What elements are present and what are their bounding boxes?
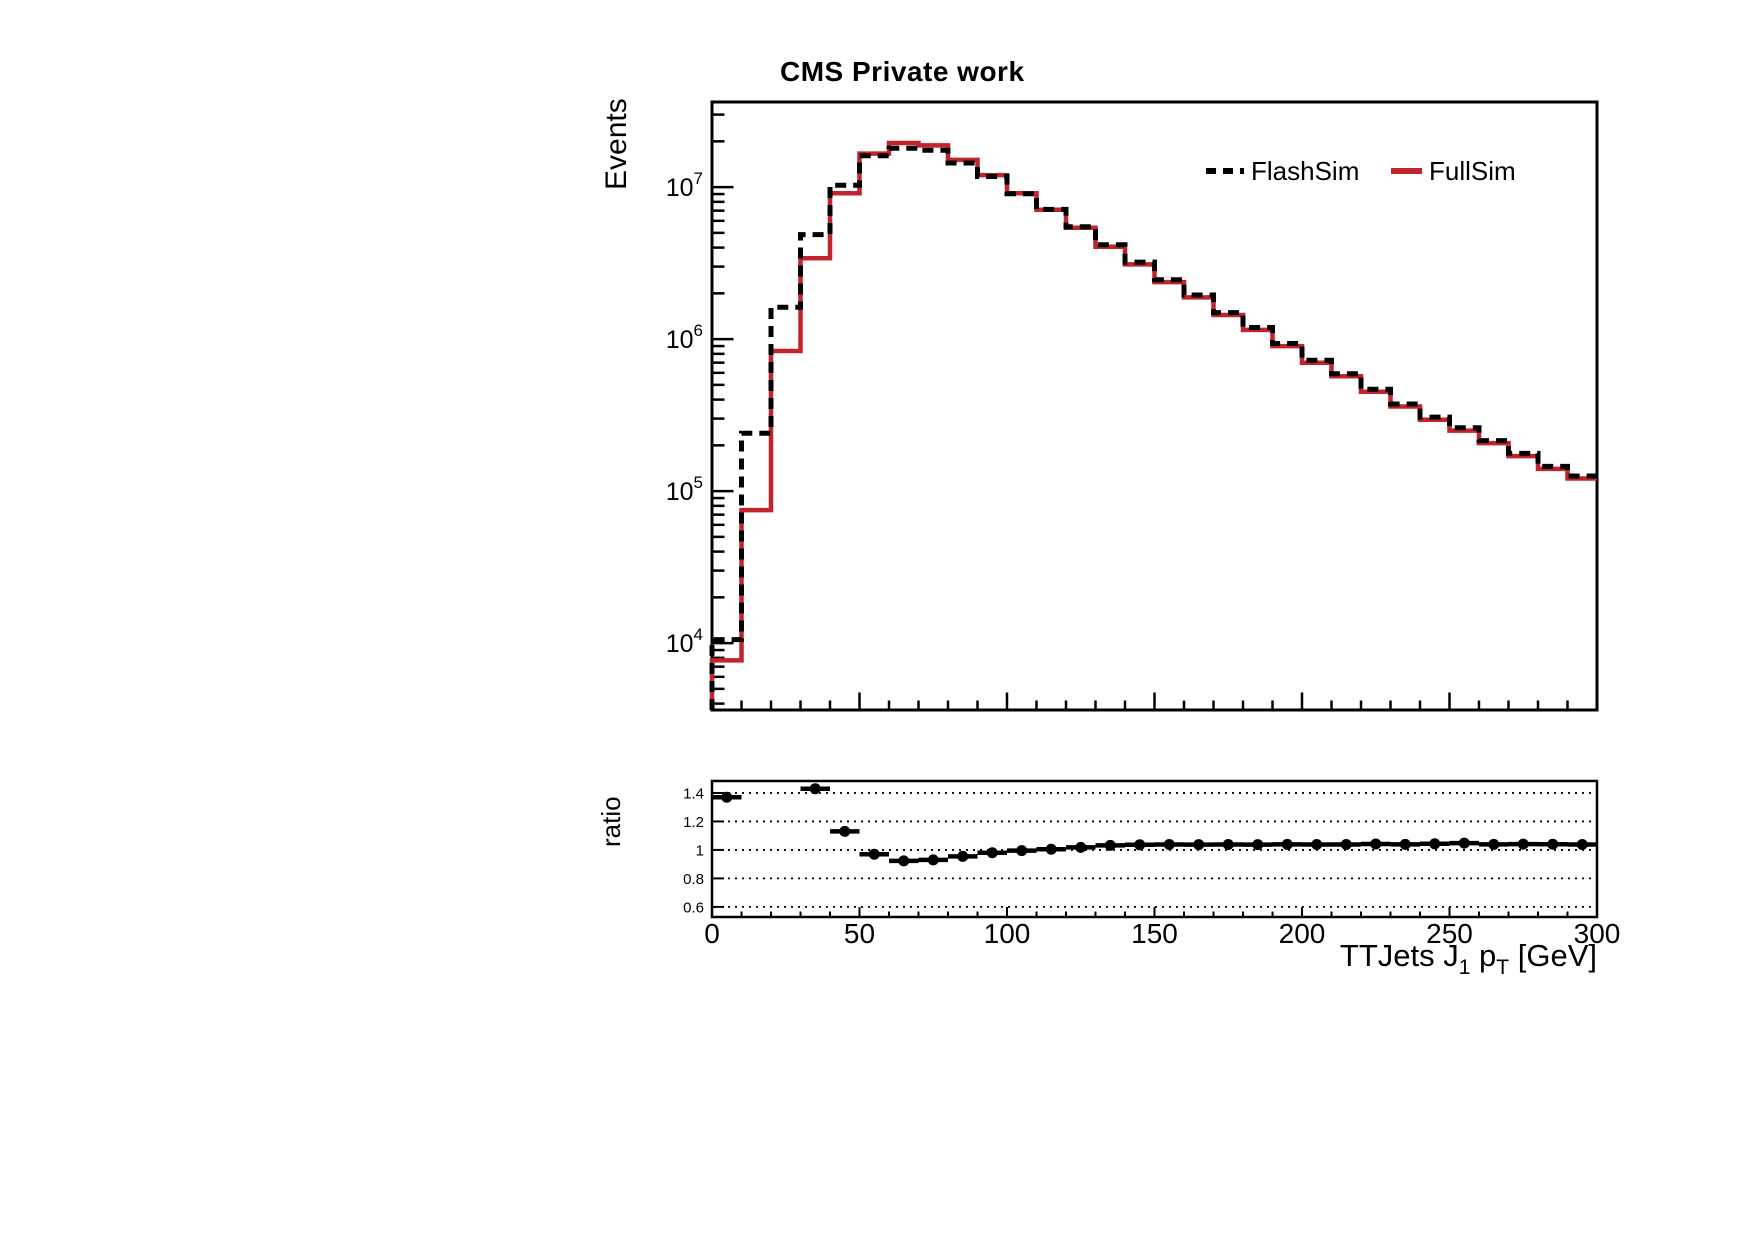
x-tick-labels: 0 50 100 150 200 250 300 <box>704 918 1620 949</box>
x-axis-title: TTJets J1 pT [GeV] <box>1197 938 1597 978</box>
ratio-point <box>1517 838 1529 850</box>
fullsim-solid-line-swatch <box>1391 168 1422 174</box>
ratio-point <box>1576 839 1588 851</box>
x-axis-title-sub2: T <box>1496 956 1510 979</box>
x-tick-label: 250 <box>1426 918 1473 949</box>
ratio-point <box>1399 838 1411 850</box>
ratio-point <box>1311 839 1323 851</box>
x-axis-title-text: TTJets J <box>1339 938 1459 973</box>
y-tick-label: 106 <box>666 321 703 354</box>
ratio-point <box>957 850 969 862</box>
ratio-point <box>1429 838 1441 850</box>
ratio-markers <box>712 783 1597 867</box>
y-tick-label: 105 <box>666 473 703 506</box>
ratio-point <box>1370 838 1382 850</box>
main-x-ticks <box>710 692 1599 709</box>
ratio-point <box>1016 845 1028 857</box>
ratio-point <box>868 848 880 860</box>
legend-item-fullsim: FullSim <box>1391 156 1516 186</box>
ratio-point <box>1134 839 1146 851</box>
ratio-point <box>898 855 910 867</box>
x-tick-label: 150 <box>1131 918 1178 949</box>
ratio-point <box>1193 839 1205 851</box>
ratio-point <box>1222 839 1234 851</box>
plot-title: CMS Private work <box>780 56 1025 87</box>
legend-label-flashsim: FlashSim <box>1251 155 1360 186</box>
ratio-point <box>721 791 733 803</box>
ratio-y-tick-label: 0.6 <box>683 899 704 916</box>
ratio-y-tick-label: 1.4 <box>683 785 704 802</box>
main-y-axis-title: Events <box>600 98 633 190</box>
x-tick-label: 0 <box>704 918 720 949</box>
legend-item-flashsim: FlashSim <box>1206 156 1359 186</box>
x-tick-label: 100 <box>984 918 1031 949</box>
ratio-point <box>1281 838 1293 850</box>
ratio-point <box>1045 843 1057 855</box>
ratio-point <box>1075 841 1087 853</box>
ratio-point <box>1458 837 1470 849</box>
ratio-point <box>1488 838 1500 850</box>
y-tick-label: 104 <box>666 625 703 658</box>
main-y-ticks <box>713 113 734 705</box>
y-tick-label: 107 <box>666 169 703 202</box>
flashsim-histogram <box>709 145 1597 710</box>
ratio-point <box>1163 839 1175 851</box>
x-tick-label: 50 <box>844 918 875 949</box>
ratio-y-tick-label: 0.8 <box>683 871 704 888</box>
ratio-point <box>809 783 821 795</box>
ratio-gridlines <box>714 792 1595 908</box>
x-axis-title-text2: p <box>1470 938 1497 973</box>
ratio-y-axis-title: ratio <box>596 796 626 847</box>
ratio-ticks: 1.4 1.2 1 0.8 0.6 <box>683 785 1598 916</box>
ratio-y-tick-label: 1.2 <box>683 814 704 831</box>
panel-frames <box>710 100 1599 919</box>
flashsim-dashed-line-swatch <box>1206 168 1244 174</box>
ratio-point <box>927 854 939 866</box>
x-tick-label: 200 <box>1279 918 1326 949</box>
ratio-point <box>839 825 851 837</box>
x-axis-title-text3: [GeV] <box>1509 938 1597 973</box>
ratio-point <box>1547 838 1559 850</box>
ratio-y-tick-label: 1 <box>696 842 704 859</box>
x-axis-title-sub1: 1 <box>1458 956 1471 979</box>
ratio-point <box>1252 839 1264 851</box>
ratio-point <box>1340 839 1352 851</box>
main-y-tick-labels: 104 105 106 107 <box>666 169 703 658</box>
ratio-point <box>986 847 998 859</box>
legend-label-fullsim: FullSim <box>1429 155 1516 186</box>
ratio-point <box>1104 839 1116 851</box>
x-tick-label: 300 <box>1574 918 1621 949</box>
